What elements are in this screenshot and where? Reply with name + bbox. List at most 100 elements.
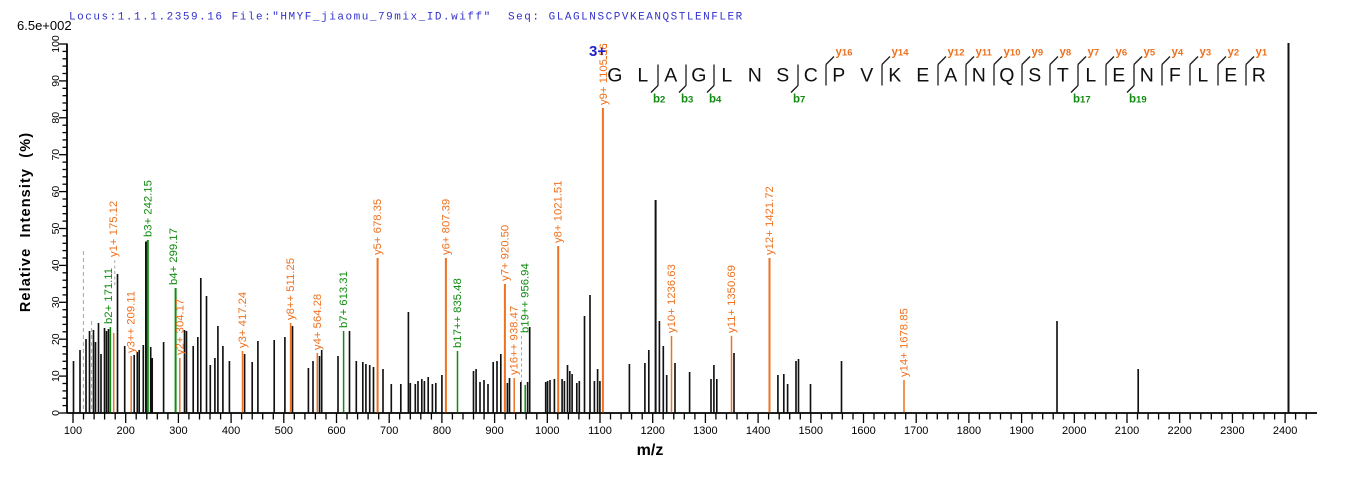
svg-text:Q: Q: [999, 65, 1014, 87]
svg-text:y11+ 1350.69: y11+ 1350.69: [726, 265, 738, 333]
svg-text:1500: 1500: [799, 425, 823, 437]
svg-text:L: L: [1085, 65, 1096, 87]
svg-text:b19: b19: [1129, 94, 1147, 106]
svg-text:E: E: [1112, 65, 1125, 87]
svg-text:30: 30: [50, 296, 62, 308]
svg-text:b7: b7: [793, 94, 805, 106]
svg-text:P: P: [832, 65, 845, 87]
svg-text:y9: y9: [1032, 47, 1044, 59]
svg-text:E: E: [916, 65, 929, 87]
svg-text:10: 10: [50, 370, 62, 382]
svg-text:y4+ 564.28: y4+ 564.28: [312, 294, 324, 350]
svg-text:b2+ 171.11: b2+ 171.11: [103, 268, 115, 324]
svg-text:y7+ 920.50: y7+ 920.50: [499, 225, 511, 281]
svg-text:y6+ 807.39: y6+ 807.39: [440, 199, 452, 255]
svg-text:y16++ 938.47: y16++ 938.47: [509, 306, 521, 375]
svg-text:Locus:1.1.1.2359.16 File:"HMYF: Locus:1.1.1.2359.16 File:"HMYF_jiaomu_79…: [69, 12, 492, 24]
svg-text:y7: y7: [1088, 47, 1100, 59]
svg-text:y8++ 511.25: y8++ 511.25: [285, 258, 297, 320]
svg-text:y5+ 678.35: y5+ 678.35: [372, 199, 384, 255]
svg-text:b4+ 299.17: b4+ 299.17: [168, 228, 180, 285]
svg-text:Seq: GLAGLNSCPVKEANQSTLENFLER: Seq: GLAGLNSCPVKEANQSTLENFLER: [508, 12, 744, 24]
svg-text:y2: y2: [1228, 47, 1240, 59]
svg-text:b19++ 956.94: b19++ 956.94: [520, 263, 532, 333]
svg-text:y3: y3: [1200, 47, 1212, 59]
svg-text:1600: 1600: [851, 425, 875, 437]
svg-text:L: L: [1197, 65, 1208, 87]
svg-text:200: 200: [117, 425, 135, 437]
svg-text:40: 40: [50, 259, 62, 271]
svg-text:Relative Intensity (%): Relative Intensity (%): [18, 132, 34, 312]
svg-text:L: L: [637, 65, 648, 87]
svg-text:R: R: [1252, 65, 1266, 87]
svg-text:60: 60: [50, 186, 62, 198]
svg-text:100: 100: [64, 425, 82, 437]
svg-text:C: C: [804, 65, 818, 87]
svg-text:y16: y16: [836, 47, 853, 59]
svg-text:V: V: [860, 65, 873, 87]
svg-text:E: E: [1224, 65, 1237, 87]
svg-text:y10: y10: [1004, 47, 1021, 59]
svg-text:2100: 2100: [1115, 425, 1139, 437]
svg-text:N: N: [972, 65, 986, 87]
svg-text:G: G: [607, 65, 622, 87]
svg-text:3+: 3+: [589, 43, 606, 60]
svg-text:y8: y8: [1060, 47, 1072, 59]
svg-text:N: N: [748, 65, 762, 87]
svg-text:b17++ 835.48: b17++ 835.48: [452, 278, 464, 348]
svg-text:1800: 1800: [957, 425, 981, 437]
svg-text:2000: 2000: [1062, 425, 1086, 437]
svg-text:L: L: [721, 65, 732, 87]
svg-text:y3++ 209.11: y3++ 209.11: [126, 291, 138, 353]
svg-text:0: 0: [50, 410, 62, 416]
svg-text:y2+ 304.17: y2+ 304.17: [175, 299, 187, 355]
svg-text:y1+ 175.12: y1+ 175.12: [108, 201, 120, 257]
svg-text:b3+ 242.15: b3+ 242.15: [142, 180, 154, 237]
svg-text:800: 800: [433, 425, 451, 437]
svg-text:S: S: [1028, 65, 1041, 87]
svg-text:900: 900: [485, 425, 503, 437]
svg-text:80: 80: [50, 112, 62, 124]
svg-text:y14+ 1678.85: y14+ 1678.85: [899, 308, 911, 377]
svg-text:A: A: [944, 65, 957, 87]
svg-text:70: 70: [50, 149, 62, 161]
svg-text:y1: y1: [1256, 47, 1268, 59]
svg-text:F: F: [1169, 65, 1181, 87]
svg-text:y11: y11: [976, 47, 993, 59]
svg-text:A: A: [664, 65, 677, 87]
svg-text:500: 500: [275, 425, 293, 437]
svg-text:y4: y4: [1172, 47, 1184, 59]
svg-text:y3+ 417.24: y3+ 417.24: [237, 292, 249, 348]
svg-text:y12: y12: [948, 47, 965, 59]
svg-text:2300: 2300: [1220, 425, 1244, 437]
svg-text:b2: b2: [653, 94, 665, 106]
svg-text:6.5e+002: 6.5e+002: [17, 18, 72, 33]
svg-text:1900: 1900: [1009, 425, 1033, 437]
svg-text:90: 90: [50, 75, 62, 87]
svg-text:y12+ 1421.72: y12+ 1421.72: [764, 186, 776, 255]
svg-text:G: G: [691, 65, 706, 87]
svg-text:700: 700: [380, 425, 398, 437]
svg-text:1400: 1400: [746, 425, 770, 437]
svg-text:K: K: [888, 65, 901, 87]
svg-text:600: 600: [327, 425, 345, 437]
svg-text:2400: 2400: [1273, 425, 1297, 437]
svg-text:b17: b17: [1073, 94, 1091, 106]
svg-text:y5: y5: [1144, 47, 1156, 59]
svg-text:y10+ 1236.63: y10+ 1236.63: [666, 264, 678, 333]
svg-text:1300: 1300: [693, 425, 717, 437]
svg-text:100: 100: [50, 35, 62, 53]
svg-text:300: 300: [169, 425, 187, 437]
svg-text:y14: y14: [892, 47, 910, 59]
svg-text:m/z: m/z: [637, 442, 664, 459]
svg-text:T: T: [1057, 65, 1069, 87]
svg-text:1000: 1000: [535, 425, 559, 437]
svg-text:400: 400: [222, 425, 240, 437]
svg-text:y6: y6: [1116, 47, 1128, 59]
svg-text:b4: b4: [709, 94, 722, 106]
svg-text:b7+ 613.31: b7+ 613.31: [338, 271, 350, 328]
svg-text:20: 20: [50, 333, 62, 345]
svg-text:N: N: [1140, 65, 1154, 87]
svg-text:1100: 1100: [588, 425, 612, 437]
svg-text:1200: 1200: [640, 425, 664, 437]
